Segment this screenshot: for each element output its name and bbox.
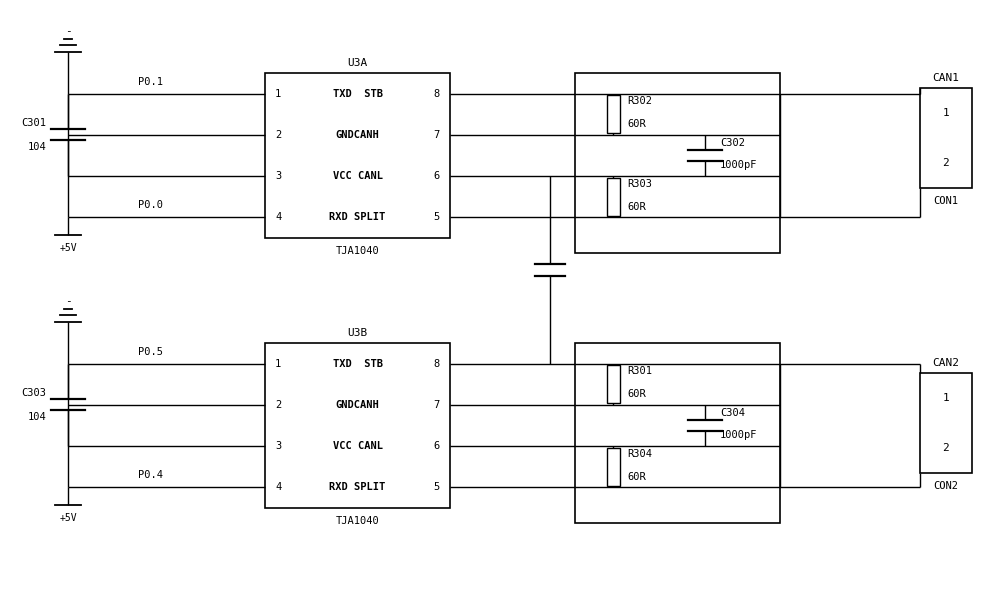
Text: 1: 1 [275,359,281,368]
Bar [265,343,450,508]
Text: TXD  STB: TXD STB [333,359,383,368]
Text: C304: C304 [720,408,745,417]
Text: 1: 1 [275,89,281,99]
Text: 8: 8 [434,89,440,99]
Text: 1000pF: 1000pF [720,161,758,170]
Text: 1000pF: 1000pF [720,430,758,441]
Bar [606,95,620,133]
Text: P0.0: P0.0 [138,200,163,210]
Text: C301: C301 [21,118,46,128]
Text: C303: C303 [21,388,46,398]
Text: CAN1: CAN1 [932,73,959,83]
Text: R304: R304 [627,449,652,459]
Text: 6: 6 [434,441,440,451]
Text: CON2: CON2 [933,481,958,491]
Text: 6: 6 [434,171,440,181]
Text: P0.1: P0.1 [138,77,163,86]
Text: 2: 2 [943,443,949,453]
Text: TJA1040: TJA1040 [336,246,379,256]
Bar [920,373,972,473]
Text: +5V: +5V [59,513,77,524]
Text: U3A: U3A [347,58,368,68]
Text: VCC CANL: VCC CANL [333,171,383,181]
Bar [575,73,780,253]
Text: 2: 2 [275,400,281,410]
Text: CON1: CON1 [933,196,958,206]
Text: U3B: U3B [347,328,368,338]
Text: GNDCANH: GNDCANH [336,130,379,140]
Text: TXD  STB: TXD STB [333,89,383,99]
Text: 4: 4 [275,482,281,492]
Text: 104: 104 [27,412,46,422]
Text: TJA1040: TJA1040 [336,516,379,526]
Text: -: - [65,295,71,306]
Text: 60R: 60R [627,202,646,211]
Text: 5: 5 [434,212,440,223]
Text: P0.5: P0.5 [138,346,163,357]
Text: 3: 3 [275,171,281,181]
Text: CAN2: CAN2 [932,358,959,368]
Text: 104: 104 [27,142,46,152]
Text: R303: R303 [627,179,652,189]
Text: +5V: +5V [59,243,77,253]
Text: RXD SPLIT: RXD SPLIT [329,212,386,223]
Text: 7: 7 [434,130,440,140]
Bar [606,365,620,403]
Bar [606,178,620,216]
Text: R302: R302 [627,96,652,106]
Text: R301: R301 [627,366,652,376]
Text: 60R: 60R [627,120,646,129]
Text: VCC CANL: VCC CANL [333,441,383,451]
Text: 8: 8 [434,359,440,368]
Text: 5: 5 [434,482,440,492]
Bar [606,447,620,485]
Text: 7: 7 [434,400,440,410]
Text: -: - [65,26,71,36]
Text: 2: 2 [943,158,949,168]
Text: RXD SPLIT: RXD SPLIT [329,482,386,492]
Text: P0.4: P0.4 [138,470,163,481]
Bar [575,343,780,523]
Bar [265,73,450,238]
Text: GNDCANH: GNDCANH [336,400,379,410]
Text: 60R: 60R [627,472,646,482]
Text: 1: 1 [943,393,949,403]
Text: 2: 2 [275,130,281,140]
Text: 3: 3 [275,441,281,451]
Bar [920,88,972,188]
Text: C302: C302 [720,137,745,148]
Text: 4: 4 [275,212,281,223]
Text: 1: 1 [943,108,949,118]
Text: 60R: 60R [627,389,646,399]
